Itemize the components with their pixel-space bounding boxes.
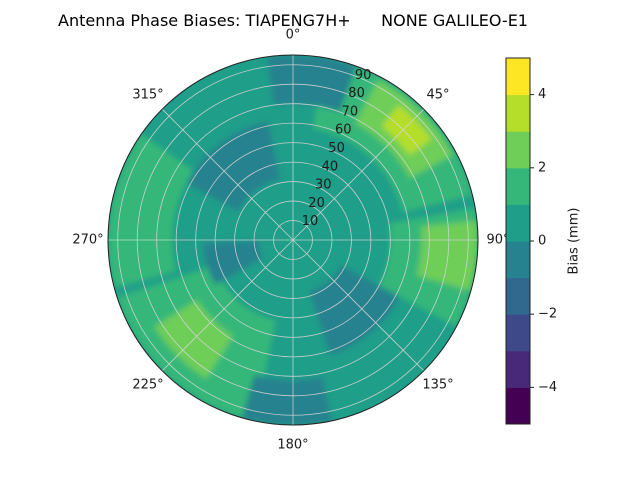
radial-tick-label: 50 bbox=[328, 141, 345, 156]
colorbar-tick-label: 2 bbox=[538, 160, 546, 175]
angular-tick-labels: 0° 45° 90° 135° 180° 225° 270° 315° bbox=[72, 28, 509, 453]
grid-spoke bbox=[292, 239, 425, 372]
radial-tick-label: 20 bbox=[308, 196, 325, 211]
radial-tick-label: 70 bbox=[342, 104, 359, 119]
colorbar-band bbox=[506, 167, 530, 205]
angular-tick-label: 90° bbox=[486, 233, 509, 248]
grid-spoke bbox=[292, 108, 425, 241]
colorbar-band bbox=[506, 241, 530, 279]
radial-tick-label: 80 bbox=[348, 86, 365, 101]
colorbar-band bbox=[506, 350, 530, 388]
colorbar-band bbox=[506, 387, 530, 425]
radial-tick-labels: 10 20 30 40 50 60 70 80 90 bbox=[302, 68, 372, 229]
angular-tick-label: 45° bbox=[426, 88, 449, 103]
colorbar-band bbox=[506, 204, 530, 242]
grid-spoke bbox=[161, 108, 294, 241]
radial-tick-label: 60 bbox=[335, 123, 352, 138]
angular-tick-label: 270° bbox=[72, 233, 103, 248]
colorbar-tick-label: 4 bbox=[538, 87, 546, 102]
angular-tick-label: 225° bbox=[132, 378, 163, 393]
colorbar-band bbox=[506, 58, 530, 96]
angular-tick-label: 180° bbox=[277, 438, 308, 453]
colorbar-band bbox=[506, 131, 530, 169]
chart-title: Antenna Phase Biases: TIAPENG7H+ NONE GA… bbox=[58, 11, 528, 30]
contour-region bbox=[242, 374, 332, 425]
angular-tick-label: 0° bbox=[286, 28, 301, 43]
radial-tick-label: 10 bbox=[302, 214, 319, 229]
contour-region bbox=[309, 265, 400, 355]
radial-tick-label: 40 bbox=[322, 159, 339, 174]
polar-grid bbox=[108, 55, 478, 425]
angular-tick-label: 135° bbox=[422, 378, 453, 393]
colorbar-band bbox=[506, 94, 530, 132]
contour-region bbox=[186, 121, 281, 211]
colorbar-tick-label: −4 bbox=[538, 380, 557, 395]
contour-region bbox=[108, 133, 195, 288]
colorbar-band bbox=[506, 314, 530, 352]
colorbar-axis-label: Bias (mm) bbox=[567, 208, 582, 275]
angular-tick-label: 315° bbox=[132, 88, 163, 103]
plot-boundary bbox=[107, 54, 479, 426]
colorbar-band bbox=[506, 277, 530, 315]
contour-region bbox=[416, 220, 478, 291]
colorbar-tick-label: 0 bbox=[538, 234, 546, 249]
radial-tick-label: 30 bbox=[315, 178, 332, 193]
contour-region bbox=[381, 104, 432, 156]
radial-tick-label: 90 bbox=[355, 68, 372, 83]
grid-spoke bbox=[161, 239, 294, 372]
colorbar: 4 2 0 −2 −4 Bias (mm) bbox=[505, 57, 582, 425]
contour-region bbox=[203, 241, 263, 285]
colorbar-tick-label: −2 bbox=[538, 307, 557, 322]
